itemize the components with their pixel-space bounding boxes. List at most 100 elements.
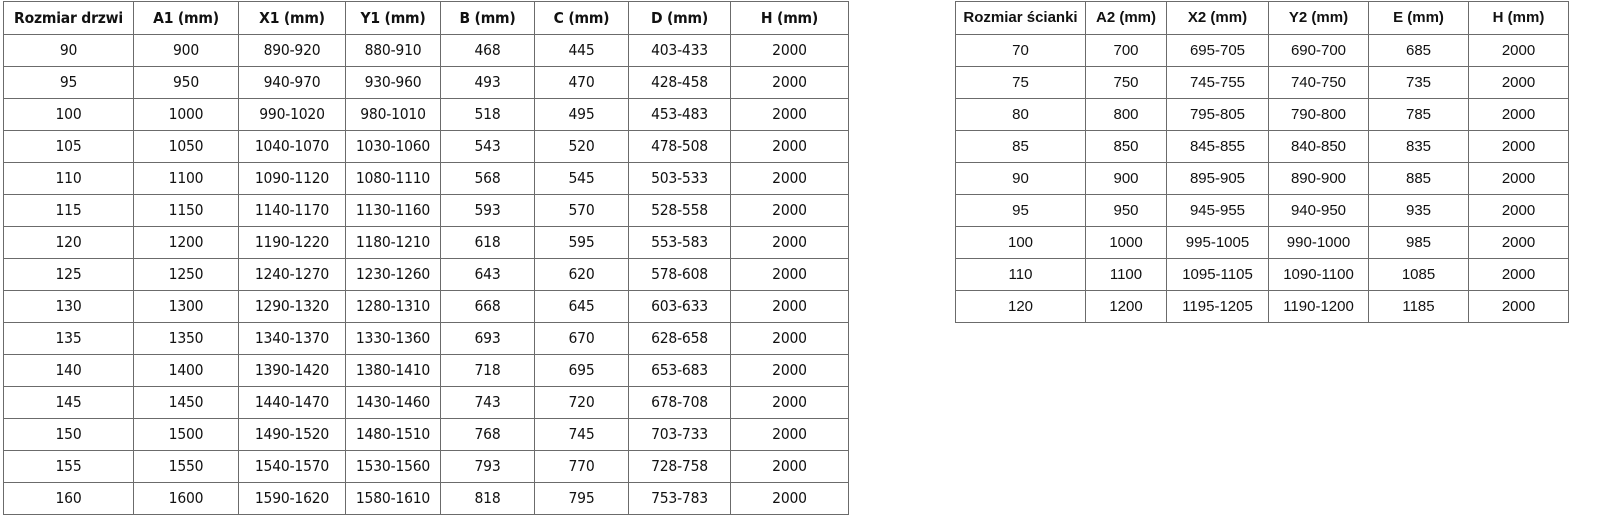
table-cell: 553-583 <box>628 226 731 259</box>
table-cell: 1580-1610 <box>345 482 441 515</box>
table-cell: 785 <box>1368 98 1469 131</box>
table-cell: 1240-1270 <box>238 258 346 291</box>
wall-column-header-1: A2 (mm) <box>1085 1 1167 35</box>
table-cell: 750 <box>1085 66 1167 99</box>
table-cell: 950 <box>1085 194 1167 227</box>
table-cell: 800 <box>1085 98 1167 131</box>
table-row: 100 1000 990-1020 980-1010 518 495 453-483 2000 <box>3 98 849 131</box>
table-row: 95 950 945-955 940-950 935 2000 <box>955 194 1569 227</box>
table-cell: 1330-1360 <box>345 322 441 355</box>
table-cell: 2000 <box>1468 66 1569 99</box>
table-cell: 900 <box>1085 162 1167 195</box>
table-row: 85 850 845-855 840-850 835 2000 <box>955 130 1569 163</box>
table-cell: 100 <box>3 98 134 131</box>
table-cell: 603-633 <box>628 290 731 323</box>
table-cell: 690-700 <box>1268 34 1369 67</box>
table-cell: 90 <box>955 162 1086 195</box>
table-cell: 140 <box>3 354 134 387</box>
table-cell: 2000 <box>730 354 849 387</box>
table-cell: 2000 <box>1468 194 1569 227</box>
door-column-header-6: D (mm) <box>628 1 731 35</box>
table-cell: 703-733 <box>628 418 731 451</box>
table-cell: 895-905 <box>1166 162 1269 195</box>
table-cell: 940-950 <box>1268 194 1369 227</box>
table-row: 90 900 895-905 890-900 885 2000 <box>955 162 1569 195</box>
table-cell: 695-705 <box>1166 34 1269 67</box>
table-cell: 2000 <box>730 450 849 483</box>
table-cell: 1400 <box>133 354 239 387</box>
table-cell: 543 <box>440 130 535 163</box>
door-column-header-4: B (mm) <box>440 1 535 35</box>
table-cell: 693 <box>440 322 535 355</box>
table-cell: 850 <box>1085 130 1167 163</box>
table-cell: 1380-1410 <box>345 354 441 387</box>
table-cell: 2000 <box>730 162 849 195</box>
table-cell: 1300 <box>133 290 239 323</box>
table-cell: 1100 <box>1085 258 1167 291</box>
table-cell: 1200 <box>133 226 239 259</box>
door-column-header-1: A1 (mm) <box>133 1 239 35</box>
table-cell: 155 <box>3 450 134 483</box>
table-cell: 2000 <box>730 34 849 67</box>
table-cell: 735 <box>1368 66 1469 99</box>
table-cell: 495 <box>534 98 629 131</box>
door-column-header-7: H (mm) <box>730 1 849 35</box>
table-cell: 935 <box>1368 194 1469 227</box>
table-cell: 818 <box>440 482 535 515</box>
table-cell: 75 <box>955 66 1086 99</box>
table-cell: 568 <box>440 162 535 195</box>
table-cell: 2000 <box>730 290 849 323</box>
table-row: 90 900 890-920 880-910 468 445 403-433 2000 <box>3 34 849 67</box>
table-cell: 115 <box>3 194 134 227</box>
table-cell: 1350 <box>133 322 239 355</box>
table-cell: 618 <box>440 226 535 259</box>
table-cell: 1150 <box>133 194 239 227</box>
table-row: 110 1100 1095-1105 1090-1100 1085 2000 <box>955 258 1569 291</box>
table-cell: 1140-1170 <box>238 194 346 227</box>
table-cell: 95 <box>3 66 134 99</box>
wall-column-header-2: X2 (mm) <box>1166 1 1269 35</box>
table-cell: 2000 <box>730 98 849 131</box>
table-cell: 1180-1210 <box>345 226 441 259</box>
table-cell: 643 <box>440 258 535 291</box>
table-cell: 745 <box>534 418 629 451</box>
table-row: 145 1450 1440-1470 1430-1460 743 720 678-708 20… <box>3 386 849 419</box>
table-cell: 2000 <box>730 226 849 259</box>
table-cell: 90 <box>3 34 134 67</box>
table-cell: 695 <box>534 354 629 387</box>
table-cell: 2000 <box>730 482 849 515</box>
table-row: 155 1550 1540-1570 1530-1560 793 770 728-758 20… <box>3 450 849 483</box>
table-cell: 2000 <box>730 194 849 227</box>
table-cell: 2000 <box>730 322 849 355</box>
table-cell: 100 <box>955 226 1086 259</box>
table-row: 120 1200 1190-1220 1180-1210 618 595 553-583 20… <box>3 226 849 259</box>
wall-column-header-0: Rozmiar ścianki <box>955 1 1086 35</box>
table-cell: 840-850 <box>1268 130 1369 163</box>
table-cell: 795-805 <box>1166 98 1269 131</box>
table-cell: 2000 <box>1468 290 1569 323</box>
table-cell: 1195-1205 <box>1166 290 1269 323</box>
table-row: 100 1000 995-1005 990-1000 985 2000 <box>955 226 1569 259</box>
table-cell: 1090-1100 <box>1268 258 1369 291</box>
door-size-table: Rozmiar drzwi A1 (mm) X1 (mm) Y1 (mm) B (mm)… <box>3 1 849 515</box>
table-cell: 668 <box>440 290 535 323</box>
table-cell: 880-910 <box>345 34 441 67</box>
table-cell: 160 <box>3 482 134 515</box>
table-cell: 950 <box>133 66 239 99</box>
table-row: 125 1250 1240-1270 1230-1260 643 620 578-608 20… <box>3 258 849 291</box>
table-cell: 493 <box>440 66 535 99</box>
table-cell: 1540-1570 <box>238 450 346 483</box>
table-cell: 2000 <box>1468 98 1569 131</box>
table-cell: 770 <box>534 450 629 483</box>
table-cell: 503-533 <box>628 162 731 195</box>
table-cell: 85 <box>955 130 1086 163</box>
table-cell: 1440-1470 <box>238 386 346 419</box>
table-cell: 700 <box>1085 34 1167 67</box>
table-cell: 1290-1320 <box>238 290 346 323</box>
table-row: 160 1600 1590-1620 1580-1610 818 795 753-783 20… <box>3 482 849 515</box>
table-cell: 2000 <box>730 386 849 419</box>
table-cell: 1000 <box>1085 226 1167 259</box>
table-cell: 1450 <box>133 386 239 419</box>
table-cell: 135 <box>3 322 134 355</box>
table-cell: 1090-1120 <box>238 162 346 195</box>
